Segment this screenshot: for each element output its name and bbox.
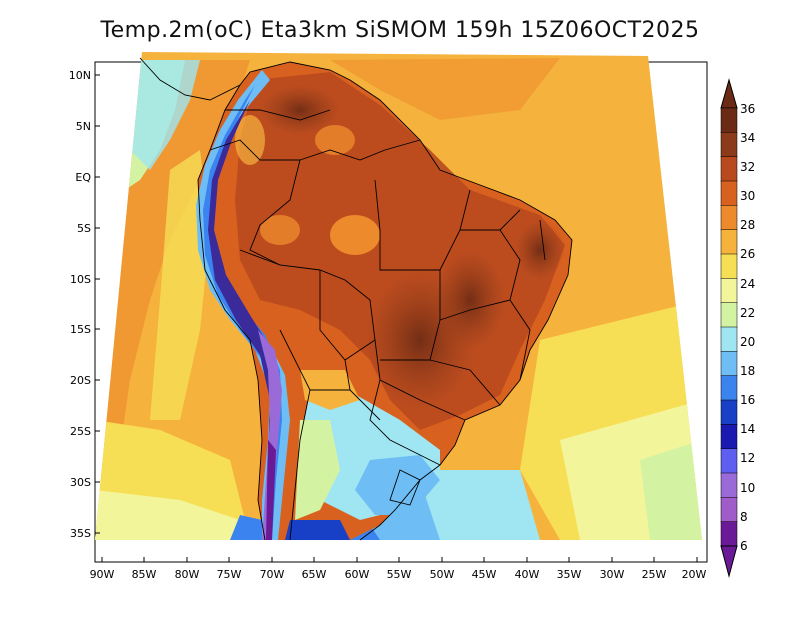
colorbar: 36 34 32 30 28 26 24 22 20 18 16 14 12 1… bbox=[720, 78, 755, 578]
colorbar-label-8: 8 bbox=[740, 510, 748, 524]
colorbar-cell bbox=[720, 205, 738, 231]
lon-label-70w: 70W bbox=[260, 568, 285, 581]
colorbar-cell bbox=[720, 253, 738, 280]
lon-label-20w: 20W bbox=[682, 568, 707, 581]
colorbar-label-16: 16 bbox=[740, 393, 755, 407]
colorbar-cell bbox=[720, 375, 738, 401]
lat-label-10n: 10N bbox=[69, 69, 91, 82]
colorbar-top-arrow bbox=[720, 78, 738, 109]
lon-label-30w: 30W bbox=[600, 568, 625, 581]
lon-label-60w: 60W bbox=[345, 568, 370, 581]
colorbar-label-6: 6 bbox=[740, 539, 748, 553]
lat-label-20s: 20S bbox=[70, 374, 91, 387]
lat-label-15s: 15S bbox=[70, 323, 91, 336]
colorbar-label-30: 30 bbox=[740, 189, 755, 203]
latitude-axis: 10N 5N EQ 5S 10S 15S 20S 25S 30S 35S bbox=[69, 69, 100, 540]
colorbar-cell bbox=[720, 326, 738, 353]
colorbar-label-28: 28 bbox=[740, 218, 755, 232]
colorbar-cell bbox=[720, 521, 738, 547]
andes-cold-ridge bbox=[196, 70, 290, 540]
map-title: Temp.2m(oC) Eta3km SiSMOM 159h 15Z06OCT2… bbox=[100, 18, 700, 43]
lat-label-30s: 30S bbox=[70, 476, 91, 489]
lon-label-50w: 50W bbox=[430, 568, 455, 581]
colorbar-cell bbox=[720, 302, 738, 328]
colorbar-cell bbox=[720, 399, 738, 426]
colorbar-label-18: 18 bbox=[740, 364, 755, 378]
colorbar-label-26: 26 bbox=[740, 247, 755, 261]
colorbar-cell bbox=[720, 132, 738, 158]
lat-label-35s: 35S bbox=[70, 527, 91, 540]
country-borders bbox=[139, 57, 573, 541]
colorbar-cell bbox=[720, 107, 738, 134]
lon-label-55w: 55W bbox=[387, 568, 412, 581]
colorbar-label-14: 14 bbox=[740, 422, 755, 436]
colorbar-cell bbox=[720, 229, 738, 255]
lon-label-35w: 35W bbox=[557, 568, 582, 581]
lat-label-5s: 5S bbox=[77, 222, 91, 235]
temperature-field bbox=[95, 52, 702, 540]
lon-label-40w: 40W bbox=[515, 568, 540, 581]
lon-label-85w: 85W bbox=[132, 568, 157, 581]
colorbar-cell bbox=[720, 278, 738, 304]
colorbar-cell bbox=[720, 472, 738, 499]
lat-label-5n: 5N bbox=[76, 120, 91, 133]
lat-label-eq: EQ bbox=[75, 171, 91, 184]
lon-label-80w: 80W bbox=[175, 568, 200, 581]
lon-label-90w: 90W bbox=[90, 568, 115, 581]
colorbar-cell bbox=[720, 497, 738, 523]
colorbar-label-12: 12 bbox=[740, 451, 755, 465]
longitude-axis: 90W 85W 80W 75W 70W 65W 60W 55W 50W 45W … bbox=[90, 557, 707, 581]
colorbar-label-22: 22 bbox=[740, 306, 755, 320]
lat-label-25s: 25S bbox=[70, 425, 91, 438]
lat-label-10s: 10S bbox=[70, 273, 91, 286]
colorbar-label-34: 34 bbox=[740, 131, 755, 145]
colorbar-label-20: 20 bbox=[740, 335, 755, 349]
colorbar-cell bbox=[720, 351, 738, 377]
colorbar-cell bbox=[720, 180, 738, 207]
lon-label-45w: 45W bbox=[472, 568, 497, 581]
lon-label-75w: 75W bbox=[217, 568, 242, 581]
colorbar-cell bbox=[720, 448, 738, 474]
lon-label-25w: 25W bbox=[642, 568, 667, 581]
colorbar-label-10: 10 bbox=[740, 481, 755, 495]
colorbar-cells bbox=[720, 107, 738, 547]
colorbar-label-32: 32 bbox=[740, 160, 755, 174]
colorbar-cell bbox=[720, 424, 738, 450]
colorbar-label-24: 24 bbox=[740, 277, 755, 291]
lon-label-65w: 65W bbox=[302, 568, 327, 581]
colorbar-bottom-arrow bbox=[720, 545, 738, 578]
colorbar-cell bbox=[720, 156, 738, 182]
colorbar-label-36: 36 bbox=[740, 102, 755, 116]
